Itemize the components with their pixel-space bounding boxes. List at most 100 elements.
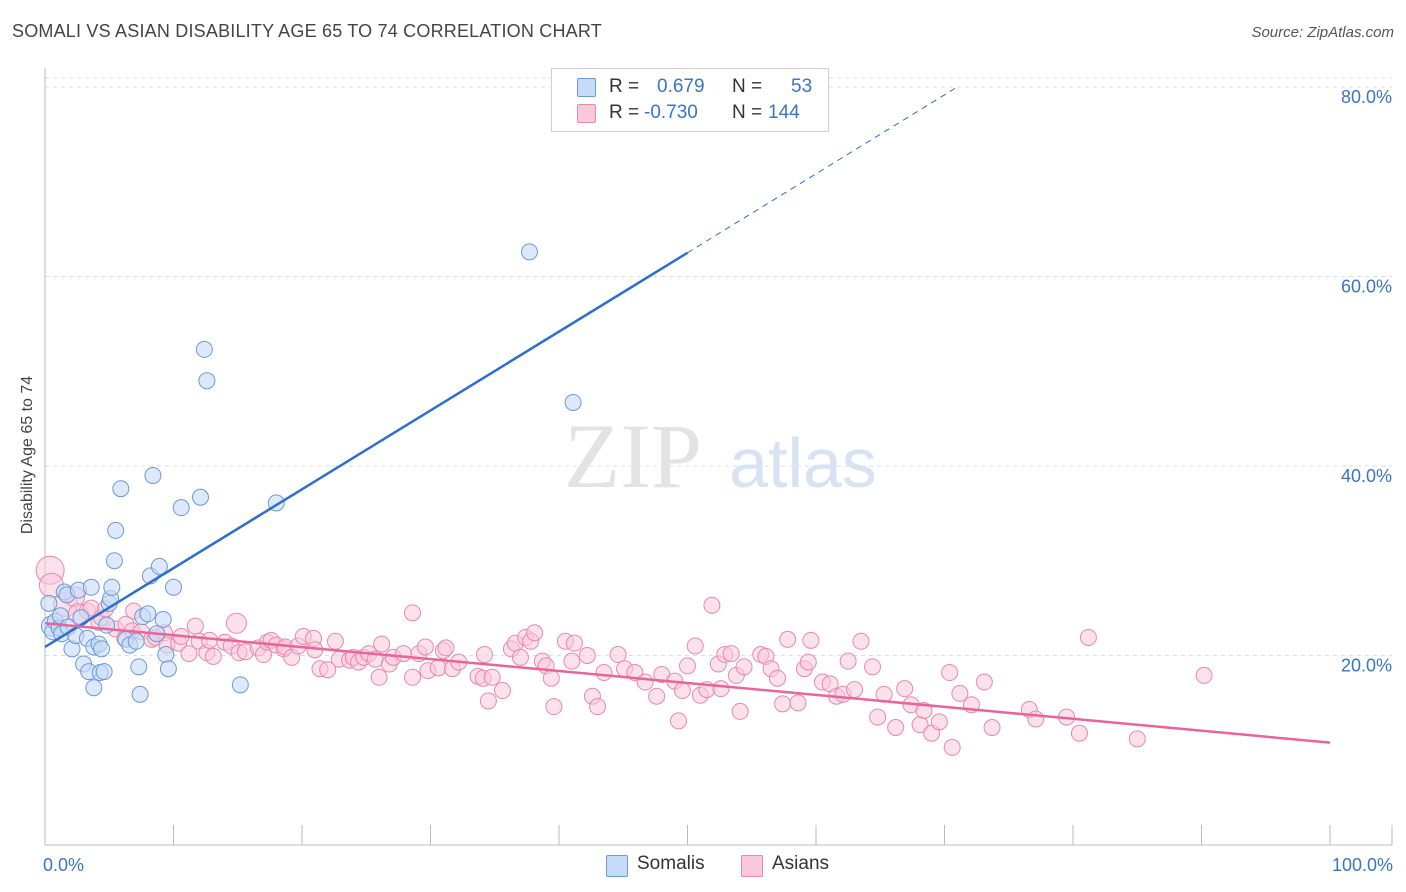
- asian-point: [370, 668, 388, 686]
- somali-point: [198, 372, 216, 390]
- somali-point: [195, 340, 213, 358]
- somali-trend-line: [44, 251, 689, 649]
- somali-point: [127, 632, 145, 650]
- somali-point: [172, 499, 190, 517]
- y-tick-label: 40.0%: [1341, 466, 1392, 486]
- watermark: ZIP atlas: [564, 405, 877, 507]
- asian-point: [799, 653, 817, 671]
- asian-point: [589, 698, 607, 716]
- y-tick-label: 60.0%: [1341, 276, 1392, 296]
- somali-point: [159, 660, 177, 678]
- asian-point: [1079, 628, 1097, 646]
- asian-point: [1195, 666, 1213, 684]
- asian-point: [578, 646, 596, 664]
- asian-point: [779, 630, 797, 648]
- somali-point: [165, 578, 182, 596]
- watermark-zip: ZIP: [564, 405, 702, 507]
- asian-point: [670, 712, 688, 730]
- somali-point: [130, 658, 148, 676]
- somali-point: [95, 663, 113, 681]
- asian-point: [319, 661, 337, 679]
- somali-point: [231, 676, 249, 694]
- asian-point: [943, 738, 961, 756]
- tick-labels: 20.0% 40.0% 60.0% 80.0% 0.0% 100.0%: [43, 87, 1393, 875]
- asian-point: [404, 668, 422, 686]
- somali-point: [82, 578, 100, 596]
- axes: [44, 68, 1393, 846]
- somali-point: [103, 578, 121, 596]
- grid-lines: [45, 77, 1392, 656]
- asian-point: [437, 639, 455, 657]
- n-label: N =: [732, 76, 763, 97]
- n-value: 53: [791, 76, 813, 97]
- somali-point: [40, 594, 58, 612]
- y-tick-label: 20.0%: [1341, 655, 1392, 675]
- series-legend: Somalis Asians: [0, 852, 1406, 878]
- legend-row-somali: R = 0.679 N = 53: [552, 74, 828, 100]
- asian-point: [869, 708, 887, 726]
- asian-point: [475, 646, 493, 664]
- somali-point: [154, 610, 172, 628]
- somali-point: [93, 640, 111, 658]
- y-axis-title: Disability Age 65 to 74: [19, 375, 36, 535]
- asian-point: [479, 692, 497, 710]
- asian-point: [395, 645, 413, 663]
- asian-point: [429, 659, 447, 677]
- asian-point: [326, 632, 344, 650]
- asian-point: [731, 702, 749, 720]
- asian-point: [846, 681, 864, 699]
- somali-point: [112, 480, 130, 498]
- asian-point: [404, 604, 422, 622]
- asian-point: [887, 719, 905, 737]
- asian-point: [802, 631, 820, 649]
- asian-points: [35, 555, 1213, 756]
- chart-title: SOMALI VS ASIAN DISABILITY AGE 65 TO 74 …: [12, 21, 602, 41]
- somali-point: [72, 609, 90, 627]
- y-tick-label: 80.0%: [1341, 87, 1392, 107]
- n-value: 144: [768, 102, 800, 123]
- somali-point: [157, 646, 175, 664]
- asian-point: [180, 645, 198, 663]
- r-value: 0.679: [657, 76, 705, 97]
- trend-lines: [44, 86, 1331, 744]
- somali-swatch: [606, 855, 628, 877]
- asian-point: [186, 617, 204, 635]
- asian-point: [511, 648, 529, 666]
- correlation-legend: R = 0.679 N = 53 R = -0.730 N = 144: [551, 68, 829, 132]
- asian-point: [526, 624, 544, 642]
- asian-swatch: [741, 855, 763, 877]
- asian-point: [225, 612, 247, 634]
- somali-point: [150, 557, 168, 575]
- asian-point: [595, 664, 613, 682]
- asian-point: [712, 680, 730, 698]
- asian-point: [204, 647, 222, 665]
- r-label: R =: [609, 76, 640, 97]
- asian-point: [1128, 730, 1146, 748]
- asian-trend-line: [44, 622, 1331, 744]
- watermark-atlas: atlas: [729, 424, 877, 502]
- asian-point: [563, 652, 581, 670]
- asian-point: [941, 664, 959, 682]
- asian-point: [864, 658, 882, 676]
- asian-point: [679, 657, 696, 675]
- asian-point: [686, 637, 704, 655]
- asian-point: [735, 658, 753, 676]
- somali-points: [40, 243, 582, 703]
- somali-swatch: [577, 78, 596, 97]
- somali-point: [139, 605, 157, 623]
- asian-point: [975, 673, 993, 691]
- asian-point: [483, 668, 501, 686]
- asian-point: [1070, 724, 1088, 742]
- somali-point: [85, 679, 103, 697]
- asian-point: [930, 713, 948, 731]
- somali-point: [564, 393, 582, 411]
- somali-point: [105, 552, 123, 570]
- asian-swatch: [577, 104, 596, 123]
- r-value: -0.730: [644, 102, 698, 123]
- x-tick-label: 0.0%: [43, 855, 84, 875]
- asian-point: [373, 635, 391, 653]
- asian-point: [1027, 710, 1045, 728]
- asian-point: [839, 652, 857, 670]
- chart-source: Source: ZipAtlas.com: [1251, 24, 1394, 41]
- asian-point: [648, 687, 666, 705]
